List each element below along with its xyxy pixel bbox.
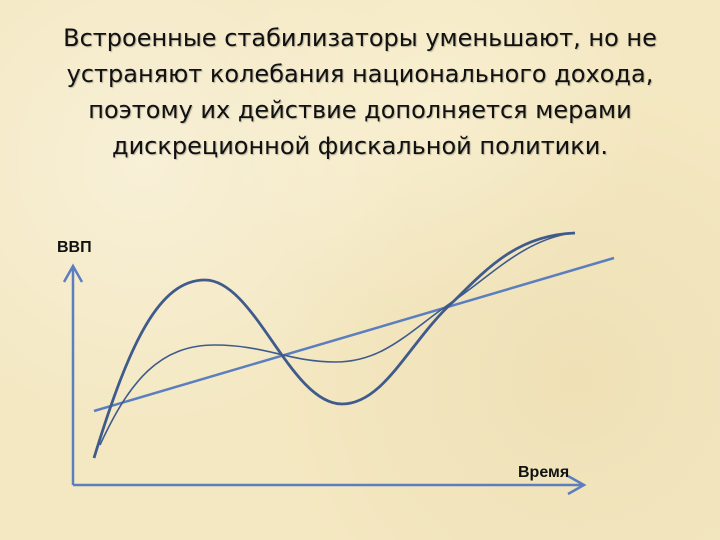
title-line-2: устраняют колебания национального дохода…: [66, 60, 654, 88]
y-axis-arrow: [62, 263, 84, 283]
title-line-1: Встроенные стабилизаторы уменьшают, но н…: [63, 24, 657, 52]
title-line-3: поэтому их действие дополняется мерами: [88, 96, 632, 124]
large-fluctuation-curve: [92, 231, 576, 459]
y-axis-label: ВВП: [57, 239, 92, 256]
trend-line: [93, 256, 615, 413]
x-axis-label: Время: [518, 464, 569, 481]
slide-title: Встроенные стабилизаторы уменьшают, но н…: [20, 20, 700, 164]
small-fluctuation-curve: [99, 232, 573, 446]
x-axis-arrow: [567, 474, 587, 496]
title-line-4: дискреционной фискальной политики.: [111, 132, 608, 160]
